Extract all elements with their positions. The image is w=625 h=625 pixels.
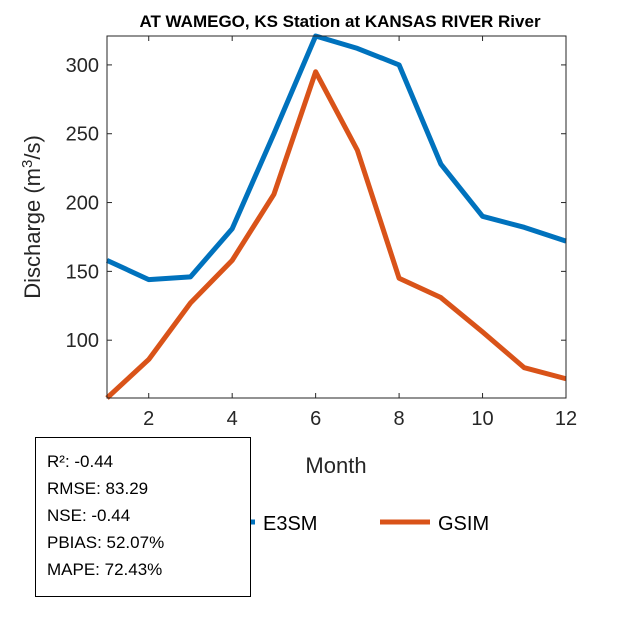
series-line-gsim	[105, 69, 567, 400]
legend-label-gsim: GSIM	[438, 513, 489, 535]
x-tick-label: 8	[394, 408, 405, 430]
x-tick-label: 10	[471, 408, 493, 430]
stat-line: RMSE: 83.29	[47, 479, 149, 498]
stat-line: MAPE: 72.43%	[47, 560, 163, 579]
stat-line: NSE: -0.44	[47, 506, 131, 525]
plot-frame	[106, 35, 567, 399]
x-tick-label: 12	[555, 408, 577, 430]
y-tick-label: 150	[66, 261, 99, 283]
chart-title: AT WAMEGO, KS Station at KANSAS RIVER Ri…	[139, 12, 541, 31]
y-tick-label: 300	[66, 55, 99, 77]
legend-label-e3sm: E3SM	[263, 513, 317, 535]
x-tick-label: 4	[227, 408, 238, 430]
x-tick-label: 6	[310, 408, 321, 430]
x-tick-label: 2	[143, 408, 154, 430]
x-axis-label: Month	[305, 453, 366, 478]
stat-line: PBIAS: 52.07%	[47, 533, 165, 552]
y-tick-label: 250	[66, 124, 99, 146]
stats-box: R²: -0.44 RMSE: 83.29 NSE: -0.44 PBIAS: 52.…	[35, 437, 251, 597]
stat-line: R²: -0.44	[47, 452, 114, 471]
y-tick-label: 100	[66, 330, 99, 352]
y-tick-label: 200	[66, 193, 99, 215]
y-axis-label: Discharge (m3/s)	[19, 135, 45, 299]
series-line-e3sm	[105, 33, 567, 283]
